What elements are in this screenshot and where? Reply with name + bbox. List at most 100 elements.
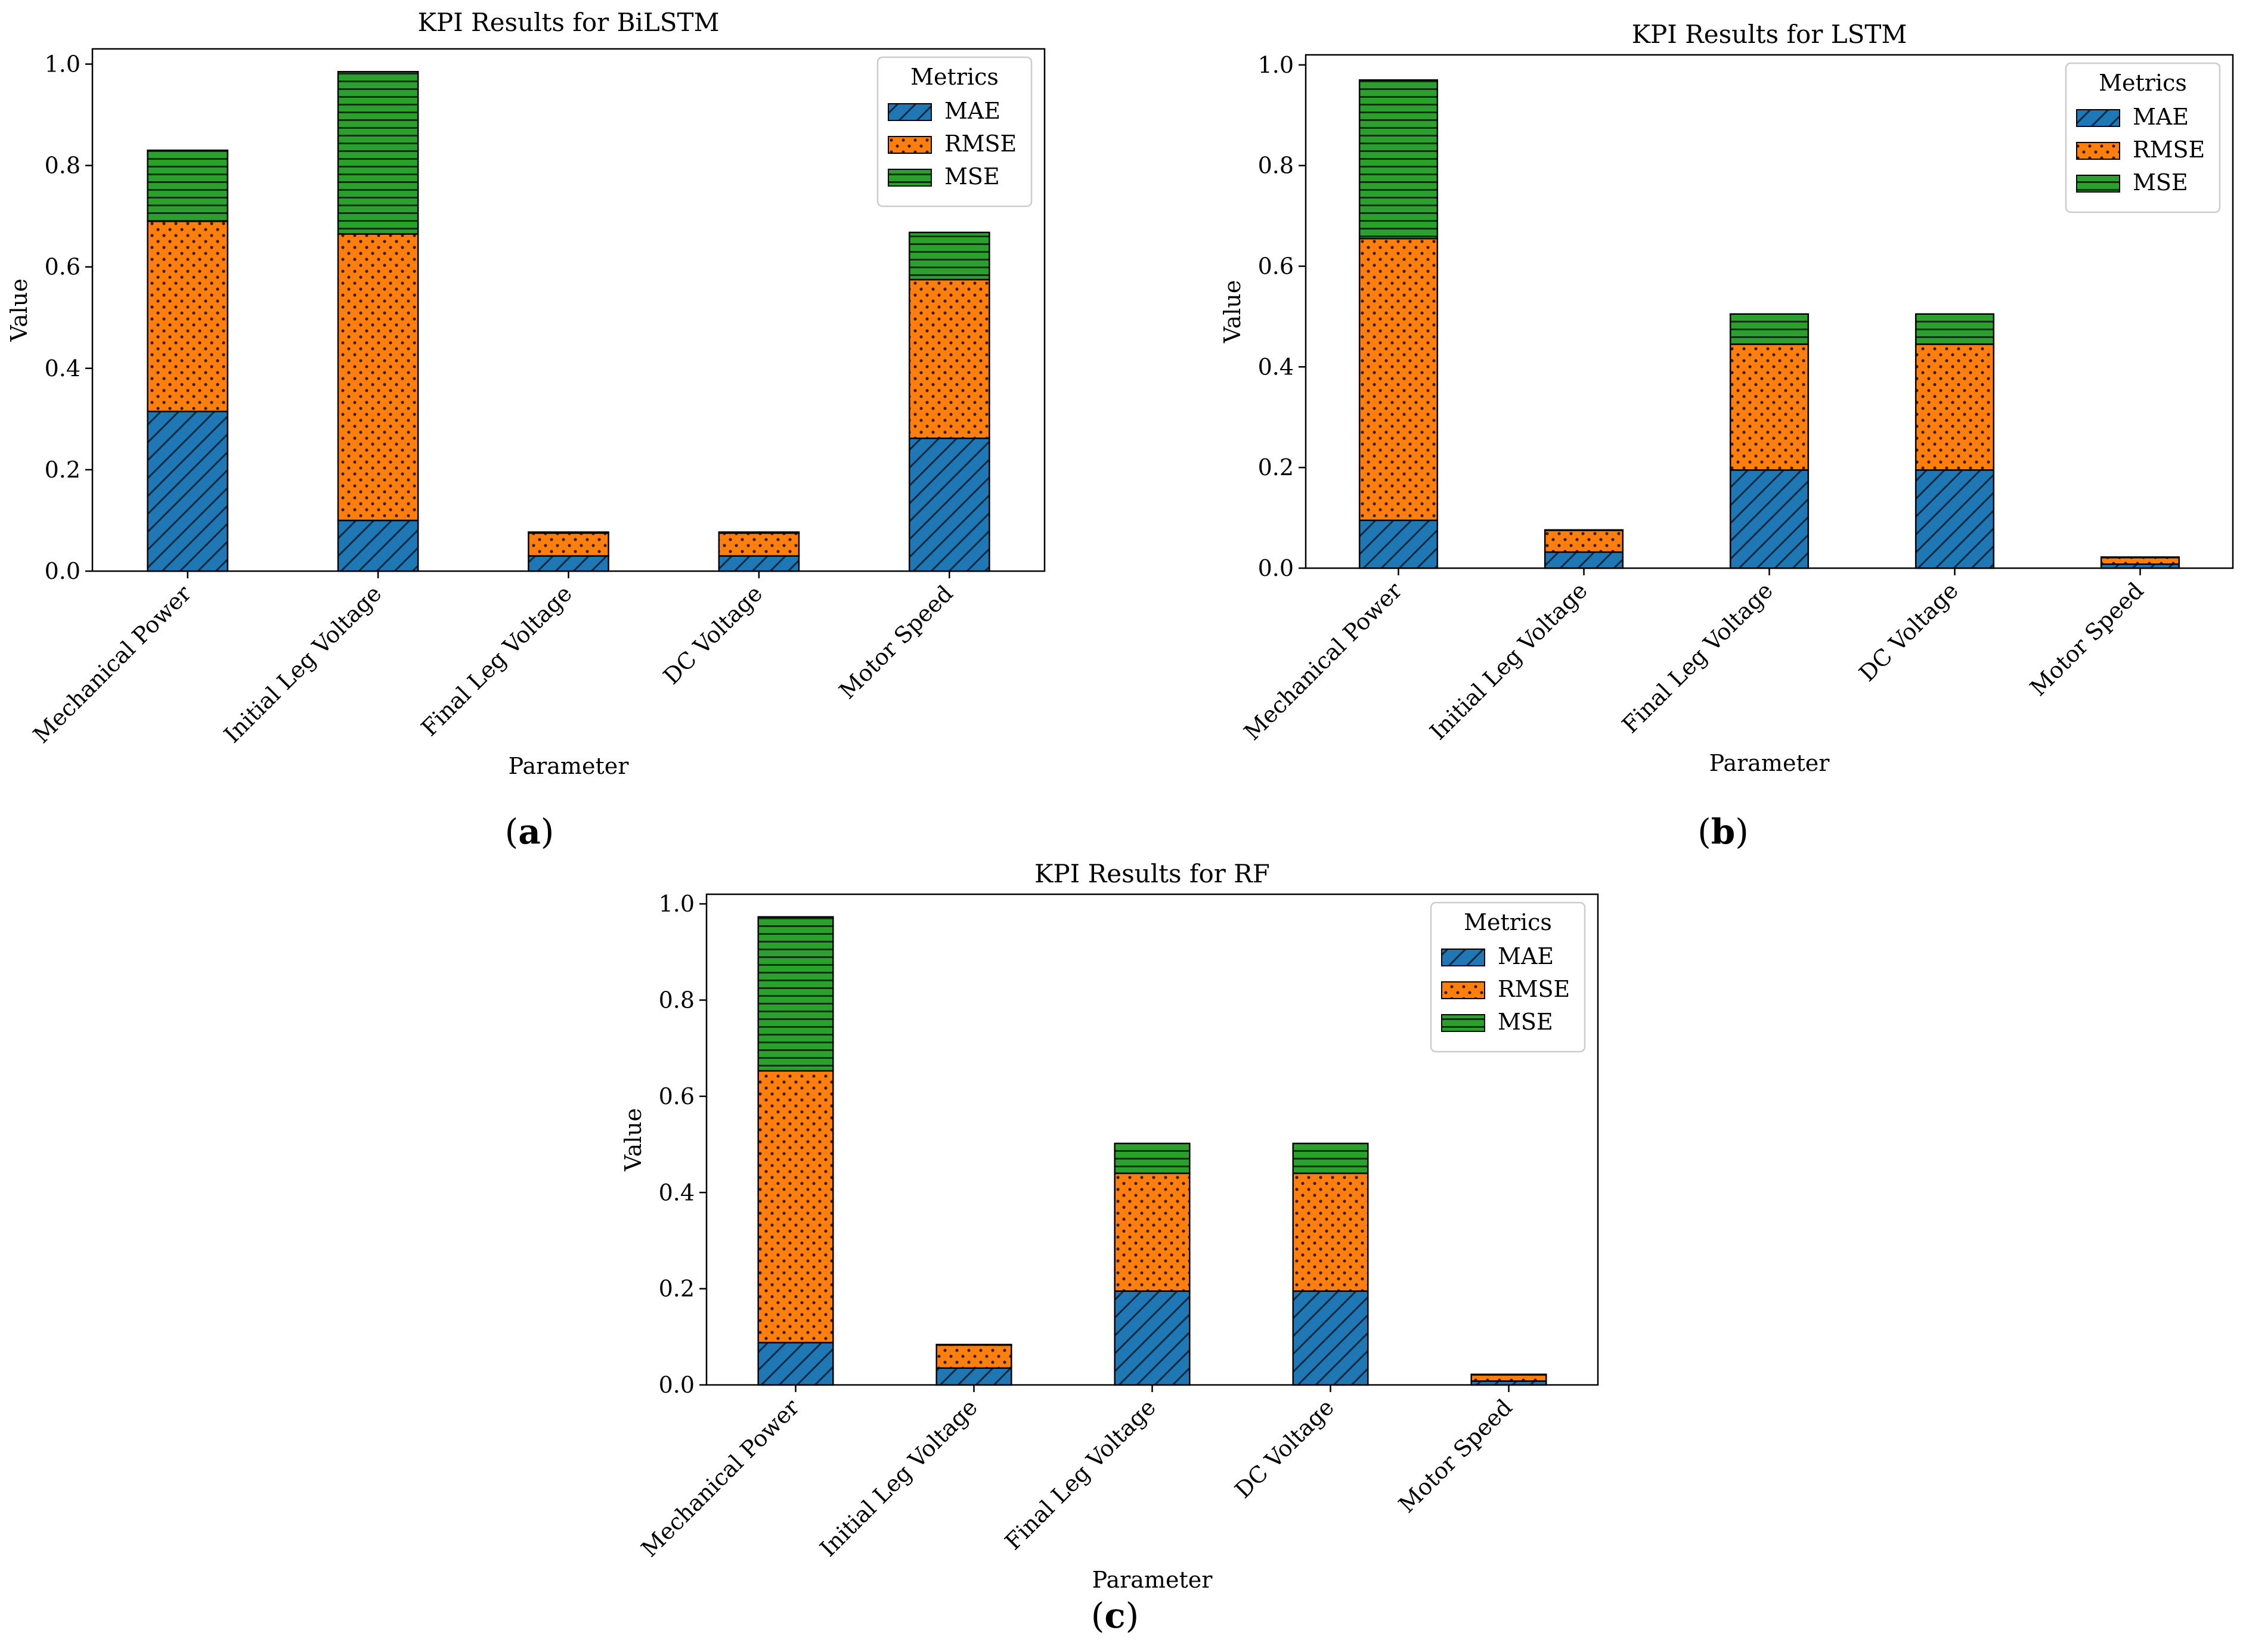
bar-rmse[interactable] — [908, 278, 990, 439]
chart-panel-lstm: KPI Results for LSTM 0.0 0.2 0.4 0.6 0.8 1.0 Va… — [1219, 20, 2234, 852]
bar-rmse[interactable] — [1114, 1172, 1191, 1292]
bar-mae[interactable] — [1114, 1290, 1191, 1386]
legend-label-mae: MAE — [944, 98, 1000, 124]
bar-mae[interactable] — [1914, 469, 1995, 569]
bar-mae[interactable] — [718, 555, 800, 572]
bar-mse[interactable] — [147, 149, 229, 222]
y-tick-label: 0.6 — [45, 254, 80, 280]
y-tick-label: 0.4 — [1258, 354, 1294, 380]
bar-mae[interactable] — [337, 519, 419, 572]
y-axis-label: Value — [1219, 280, 1246, 344]
legend-swatch-rmse — [2076, 142, 2120, 160]
bar-mae[interactable] — [1292, 1290, 1369, 1386]
bar-mse[interactable] — [718, 531, 800, 534]
bar-rmse[interactable] — [1358, 237, 1439, 522]
legend-title: Metrics — [1464, 909, 1552, 935]
x-axis-label: Parameter — [1709, 750, 1830, 776]
legend-swatch-mae — [888, 103, 932, 121]
x-tick-label: Final Leg Voltage — [1000, 1394, 1161, 1555]
y-tick-label: 0.2 — [45, 457, 80, 483]
bar-mse[interactable] — [1358, 79, 1439, 240]
bar-mae[interactable] — [1358, 519, 1439, 569]
bar-rmse[interactable] — [337, 233, 419, 522]
bar-rmse[interactable] — [1729, 343, 1810, 471]
y-tick-label: 1.0 — [45, 51, 80, 78]
bar-rmse[interactable] — [1470, 1374, 1547, 1382]
x-tick-label: Initial Leg Voltage — [219, 580, 386, 748]
legend: Metrics MAE RMSE MSE — [1430, 901, 1586, 1053]
legend-title: Metrics — [2099, 70, 2187, 96]
x-tick-label: Initial Leg Voltage — [1425, 577, 1593, 745]
legend-label-rmse: RMSE — [944, 131, 1017, 157]
y-tick-label: 0.8 — [1258, 153, 1294, 179]
x-tick-label: DC Voltage — [1229, 1394, 1339, 1503]
chart-title: KPI Results for RF — [1034, 859, 1270, 888]
bar-rmse[interactable] — [147, 220, 229, 413]
y-tick-label: 0.2 — [1258, 454, 1294, 481]
y-tick-label: 1.0 — [659, 891, 695, 917]
legend-swatch-rmse — [888, 136, 932, 154]
legend-label-mse: MSE — [2133, 169, 2188, 196]
bar-mse[interactable] — [1729, 313, 1810, 345]
x-tick-label: Mechanical Power — [28, 580, 197, 749]
x-tick-label: DC Voltage — [658, 580, 767, 689]
panel-label: (b) — [1697, 811, 1749, 852]
bar-mae[interactable] — [528, 555, 609, 572]
panel-label: (c) — [1091, 1595, 1139, 1636]
legend-label-rmse: RMSE — [1498, 976, 1570, 1002]
y-axis-label: Value — [620, 1108, 646, 1172]
legend-label-mae: MAE — [2133, 104, 2189, 130]
y-tick-label: 0.0 — [45, 558, 80, 584]
x-tick-label: Motor Speed — [834, 580, 958, 704]
bar-rmse[interactable] — [935, 1344, 1012, 1369]
bar-rmse[interactable] — [1544, 529, 1624, 553]
bar-mae[interactable] — [1729, 469, 1810, 569]
legend-label-mae: MAE — [1498, 943, 1554, 969]
bar-mse[interactable] — [1292, 1142, 1369, 1174]
legend-swatch-mse — [2076, 175, 2120, 193]
chart-title: KPI Results for BiLSTM — [417, 8, 719, 37]
panel-label: (a) — [505, 811, 554, 852]
x-tick-label: Final Leg Voltage — [416, 580, 577, 741]
bar-mse[interactable] — [528, 531, 609, 534]
bar-rmse[interactable] — [718, 532, 800, 557]
legend-swatch-mse — [888, 169, 932, 187]
legend-label-mse: MSE — [1498, 1009, 1553, 1035]
y-tick-label: 0.4 — [45, 355, 80, 382]
bar-mae[interactable] — [147, 410, 229, 572]
legend: Metrics MAE RMSE MSE — [876, 56, 1033, 207]
bar-mae[interactable] — [1544, 551, 1624, 569]
bar-mae[interactable] — [935, 1367, 1012, 1386]
y-tick-label: 0.0 — [659, 1372, 695, 1398]
bar-rmse[interactable] — [1292, 1172, 1369, 1292]
chart-panel-bilstm: KPI Results for BiLSTM 0.0 0.2 0.4 0.6 0.8 1.0… — [6, 8, 1046, 852]
x-tick-label: Mechanical Power — [1239, 577, 1408, 746]
bar-mse[interactable] — [1914, 313, 1995, 345]
bar-mse[interactable] — [1544, 529, 1624, 531]
y-tick-label: 0.6 — [1258, 253, 1294, 280]
chart-title: KPI Results for LSTM — [1632, 20, 1907, 49]
chart-panel-rf: KPI Results for RF 0.0 0.2 0.4 0.6 0.8 1.0 Valu… — [620, 859, 1599, 1636]
bar-mse[interactable] — [935, 1343, 1012, 1346]
bar-mse[interactable] — [757, 916, 834, 1072]
bar-rmse[interactable] — [1914, 343, 1995, 471]
bar-mse[interactable] — [1470, 1373, 1547, 1376]
y-tick-label: 0.8 — [659, 987, 695, 1013]
x-tick-label: Initial Leg Voltage — [815, 1394, 983, 1561]
bar-rmse[interactable] — [528, 532, 609, 557]
bar-mse[interactable] — [1114, 1142, 1191, 1174]
x-tick-label: Motor Speed — [1393, 1394, 1517, 1518]
y-tick-label: 1.0 — [1258, 52, 1294, 78]
legend-swatch-mae — [2076, 109, 2120, 127]
y-tick-label: 0.0 — [1258, 555, 1294, 581]
bar-mae[interactable] — [908, 437, 990, 572]
y-tick-label: 0.4 — [659, 1179, 695, 1205]
bar-mse[interactable] — [337, 71, 419, 235]
x-tick-label: Mechanical Power — [636, 1394, 805, 1563]
bar-mse[interactable] — [908, 231, 990, 281]
bar-rmse[interactable] — [757, 1070, 834, 1344]
y-tick-label: 0.6 — [659, 1083, 695, 1109]
x-tick-label: Final Leg Voltage — [1617, 577, 1778, 738]
bar-mae[interactable] — [757, 1341, 834, 1386]
bar-rmse[interactable] — [2100, 557, 2180, 565]
